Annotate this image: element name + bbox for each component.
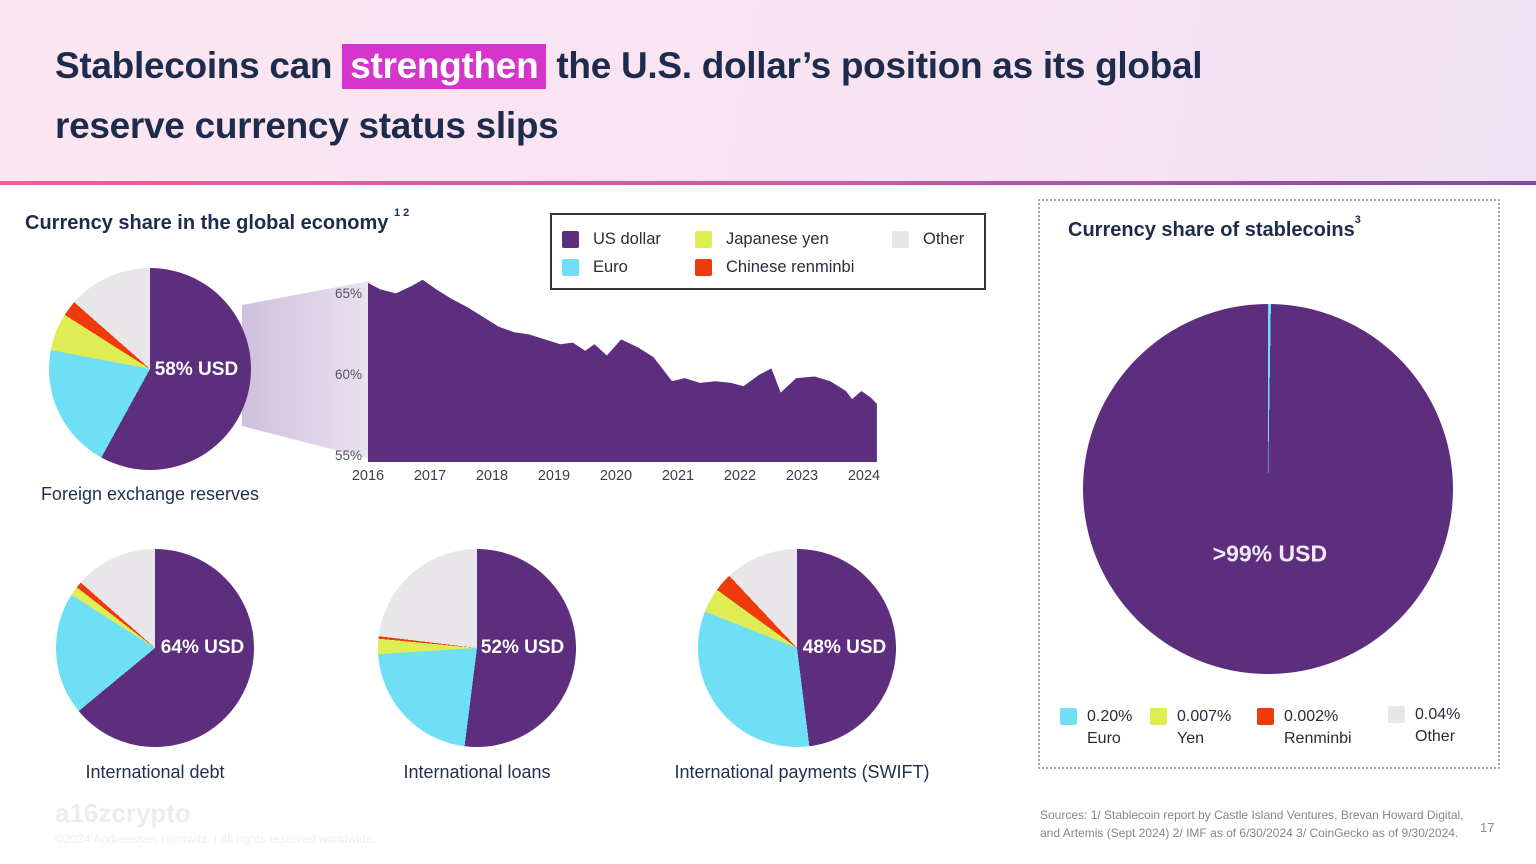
legend-item-japanese-yen: Japanese yen [695, 230, 829, 249]
funnel-connector [242, 281, 370, 459]
legend-label: Chinese renminbi [726, 258, 855, 276]
renminbi-swatch [1257, 708, 1274, 725]
x-axis-tick: 2021 [661, 468, 695, 484]
y-axis-tick: 65% [334, 286, 362, 302]
copyright-text: ©2024 Andreessen Horowitz. | All rights … [55, 832, 376, 846]
title-pre: Stablecoins can [55, 45, 343, 86]
legend-pct: 0.002% [1284, 708, 1339, 725]
stablecoin-legend-text: 0.002% Renminbi [1284, 706, 1352, 750]
fx-reserves-caption: Foreign exchange reserves [40, 484, 260, 504]
legend-item-us-dollar: US dollar [562, 230, 661, 249]
renminbi-swatch [695, 259, 712, 276]
title-highlight: strengthen [342, 44, 547, 89]
sources-line1: Sources: 1/ Stablecoin report by Castle … [1040, 808, 1464, 822]
yen-swatch [695, 231, 712, 248]
yen-swatch [1150, 708, 1167, 725]
currency-legend: US dollar Euro Japanese yen Chinese renm… [550, 213, 986, 290]
fx-reserves-pie-label: 58% USD [154, 359, 239, 380]
stablecoin-legend-item-euro: 0.20% Euro [1060, 706, 1132, 750]
international-debt-pie-label: 64% USD [160, 637, 245, 658]
x-axis-tick: 2022 [723, 468, 757, 484]
y-axis-tick: 55% [334, 447, 362, 463]
international-debt-caption: International debt [85, 762, 225, 782]
title-line2: reserve currency status slips [55, 105, 559, 146]
area-chart-svg [368, 279, 877, 462]
legend-label: Yen [1177, 730, 1204, 747]
swift-payments-caption: International payments (SWIFT) [674, 762, 930, 782]
stablecoin-legend-text: 0.007% Yen [1177, 706, 1231, 750]
header-band [0, 0, 1536, 181]
x-axis-tick: 2023 [785, 468, 819, 484]
stablecoin-legend-item-yen: 0.007% Yen [1150, 706, 1231, 750]
x-axis-tick: 2020 [599, 468, 633, 484]
y-axis-tick: 60% [334, 366, 362, 382]
a16zcrypto-logo: a16zcrypto [55, 798, 191, 828]
legend-label: Renminbi [1284, 730, 1352, 747]
stablecoin-pie: >99% USD [1083, 304, 1453, 674]
title-post: the U.S. dollar’s position as its global [546, 45, 1203, 86]
stablecoin-legend-text: 0.04% Other [1415, 704, 1460, 748]
international-loans-pie-label: 52% USD [480, 637, 565, 658]
x-axis-tick: 2017 [413, 468, 447, 484]
swift-payments-pie-label: 48% USD [802, 637, 887, 658]
stablecoin-pie-label: >99% USD [1212, 540, 1328, 567]
us-dollar-swatch [562, 231, 579, 248]
legend-label: Euro [593, 258, 628, 276]
legend-item-chinese-renminbi: Chinese renminbi [695, 258, 854, 277]
legend-item-other: Other [892, 230, 964, 249]
left-section-title: Currency share in the global economy 1 2 [25, 207, 409, 235]
x-axis-tick: 2019 [537, 468, 571, 484]
fx-reserves-pie: 58% USD [49, 268, 251, 470]
sources-line2: and Artemis (Sept 2024) 2/ IMF as of 6/3… [1040, 826, 1459, 840]
legend-pct: 0.20% [1087, 708, 1133, 725]
legend-item-euro: Euro [562, 258, 628, 277]
usd-share-area-chart: 2016 2017 2018 2019 2020 2021 2022 2023 2024 65%… [335, 270, 880, 484]
x-axis-tick: 2024 [847, 468, 881, 484]
other-swatch [892, 231, 909, 248]
legend-pct: 0.04% [1415, 706, 1461, 723]
stablecoin-legend-text: 0.20% Euro [1087, 706, 1132, 750]
swift-payments-pie: 48% USD [698, 549, 896, 747]
legend-label: Other [923, 230, 965, 248]
international-loans-caption: International loans [403, 762, 551, 782]
other-swatch [1388, 706, 1405, 723]
euro-swatch [1060, 708, 1077, 725]
legend-pct: 0.007% [1177, 708, 1232, 725]
x-axis-tick: 2018 [475, 468, 509, 484]
stablecoin-panel-title-superscript: 3 [1354, 214, 1361, 227]
legend-label: US dollar [593, 230, 661, 248]
sources-note: Sources: 1/ Stablecoin report by Castle … [1040, 806, 1490, 842]
stablecoin-panel: Currency share of stablecoins3 >99% USD … [1038, 199, 1500, 769]
euro-swatch [562, 259, 579, 276]
page-number: 17 [1480, 820, 1495, 835]
left-section-title-superscript: 1 2 [394, 207, 410, 220]
legend-label: Other [1415, 728, 1456, 745]
legend-label: Japanese yen [726, 230, 829, 248]
page-title: Stablecoins can strengthen the U.S. doll… [55, 36, 1475, 156]
stablecoin-panel-title: Currency share of stablecoins3 [1068, 214, 1361, 242]
x-axis-tick: 2016 [351, 468, 385, 484]
header-divider [0, 181, 1536, 185]
stablecoin-legend-item-other: 0.04% Other [1388, 704, 1460, 748]
legend-label: Euro [1087, 730, 1121, 747]
stablecoin-legend-item-renminbi: 0.002% Renminbi [1257, 706, 1352, 750]
area-series-usd [368, 279, 877, 462]
international-loans-pie: 52% USD [378, 549, 576, 747]
stablecoin-panel-title-text: Currency share of stablecoins [1068, 219, 1355, 241]
international-debt-pie: 64% USD [56, 549, 254, 747]
left-section-title-text: Currency share in the global economy [25, 212, 389, 234]
